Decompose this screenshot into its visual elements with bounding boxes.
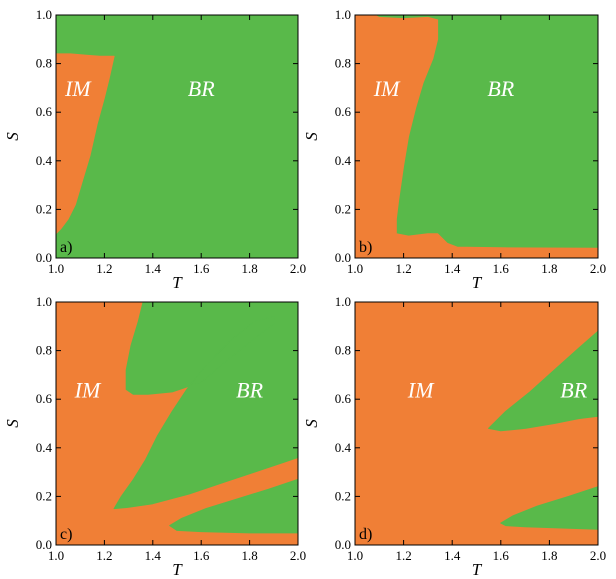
regions: [56, 53, 115, 235]
region-label-br: BR: [560, 377, 587, 402]
x-tick-label: 1.4: [444, 548, 461, 563]
x-tick-label: 1.0: [48, 261, 64, 276]
plot-frame: [354, 14, 599, 259]
y-tick-label: 0.2: [36, 488, 52, 503]
y-tick-label: 1.0: [36, 294, 52, 309]
y-tick-label: 0.4: [36, 440, 53, 455]
y-tick-label: 0.2: [36, 201, 52, 216]
y-tick-label: 0.4: [335, 440, 352, 455]
y-tick-label: 0.2: [335, 201, 351, 216]
x-tick-label: 1.2: [96, 548, 112, 563]
y-tick-label: 0.0: [335, 250, 351, 265]
panel-label: b): [359, 239, 372, 256]
x-tick-label: 1.8: [241, 261, 257, 276]
y-tick-label: 0.0: [36, 537, 52, 552]
y-axis-label: S: [3, 132, 22, 141]
panel-a: 1.0 1.2 1.4 1.6 1.8 2.0 0.0 0.2 0.4 0.6 0.8 1.0 T S IM…: [3, 7, 306, 292]
x-tick-label: 2.0: [290, 548, 306, 563]
plot-frame: [55, 301, 299, 546]
x-tick-label: 1.2: [96, 261, 112, 276]
x-tick-label: 1.4: [444, 261, 461, 276]
region-br: [169, 478, 298, 534]
plot-frame: [55, 14, 299, 259]
x-tick-label: 1.2: [395, 548, 411, 563]
x-tick-label: 1.2: [395, 261, 411, 276]
region-label-im: IM: [74, 377, 102, 402]
x-tick-label: 1.6: [493, 548, 510, 563]
y-tick-label: 0.6: [36, 391, 53, 406]
x-tick-label: 1.8: [541, 261, 557, 276]
region-br: [500, 486, 598, 530]
panel-label: c): [60, 526, 72, 543]
region-br: [113, 302, 298, 510]
x-tick-label: 1.8: [541, 548, 557, 563]
y-tick-label: 0.4: [36, 153, 53, 168]
y-tick-label: 0.6: [36, 104, 53, 119]
x-tick-label: 1.0: [48, 548, 64, 563]
region-label-br: BR: [487, 76, 514, 101]
y-axis-label: S: [3, 419, 22, 428]
x-tick-label: 2.0: [590, 261, 606, 276]
panel-label: a): [60, 239, 72, 256]
x-tick-label: 1.0: [347, 261, 363, 276]
y-tick-label: 0.6: [335, 391, 352, 406]
region-label-br: BR: [188, 76, 215, 101]
y-tick-label: 0.8: [335, 56, 351, 71]
y-tick-label: 1.0: [36, 7, 52, 22]
region-label-im: IM: [407, 377, 435, 402]
plot-background: [56, 15, 298, 258]
y-tick-label: 0.6: [335, 104, 352, 119]
y-tick-label: 0.2: [335, 488, 351, 503]
panel-c: 1.0 1.2 1.4 1.6 1.8 2.0 0.0 0.2 0.4 0.6 0.8 1.0 T S IM…: [3, 294, 306, 579]
x-tick-label: 1.4: [145, 548, 162, 563]
y-tick-label: 1.0: [335, 294, 351, 309]
y-tick-label: 0.8: [335, 343, 351, 358]
plot-frame: [354, 301, 599, 546]
y-tick-label: 1.0: [335, 7, 351, 22]
region-im: [56, 53, 115, 235]
y-axis-label: S: [302, 132, 321, 141]
y-tick-label: 0.8: [36, 56, 52, 71]
region-label-br: BR: [236, 377, 263, 402]
x-tick-label: 1.8: [241, 548, 257, 563]
panel-d: 1.0 1.2 1.4 1.6 1.8 2.0 0.0 0.2 0.4 0.6 0.8 1.0 T S IM…: [302, 294, 606, 579]
x-tick-label: 1.6: [193, 261, 210, 276]
y-tick-label: 0.0: [335, 537, 351, 552]
panel-b: 1.0 1.2 1.4 1.6 1.8 2.0 0.0 0.2 0.4 0.6 0.8 1.0 T S IM…: [302, 7, 606, 292]
region-br: [488, 330, 598, 432]
region-label-im: IM: [64, 76, 92, 101]
x-tick-label: 1.4: [145, 261, 162, 276]
x-tick-label: 1.6: [193, 548, 210, 563]
regions: [488, 330, 598, 530]
x-tick-label: 1.0: [347, 548, 363, 563]
x-axis-label: T: [472, 560, 483, 579]
x-tick-label: 2.0: [590, 548, 606, 563]
regions: [113, 302, 298, 534]
y-tick-label: 0.8: [36, 343, 52, 358]
panel-label: d): [359, 526, 372, 543]
x-axis-label: T: [472, 273, 483, 292]
y-tick-label: 0.4: [335, 153, 352, 168]
x-tick-label: 1.6: [493, 261, 510, 276]
x-tick-label: 2.0: [290, 261, 306, 276]
y-axis-label: S: [302, 419, 321, 428]
region-label-im: IM: [373, 76, 401, 101]
y-tick-label: 0.0: [36, 250, 52, 265]
x-axis-label: T: [172, 560, 183, 579]
x-axis-label: T: [172, 273, 183, 292]
